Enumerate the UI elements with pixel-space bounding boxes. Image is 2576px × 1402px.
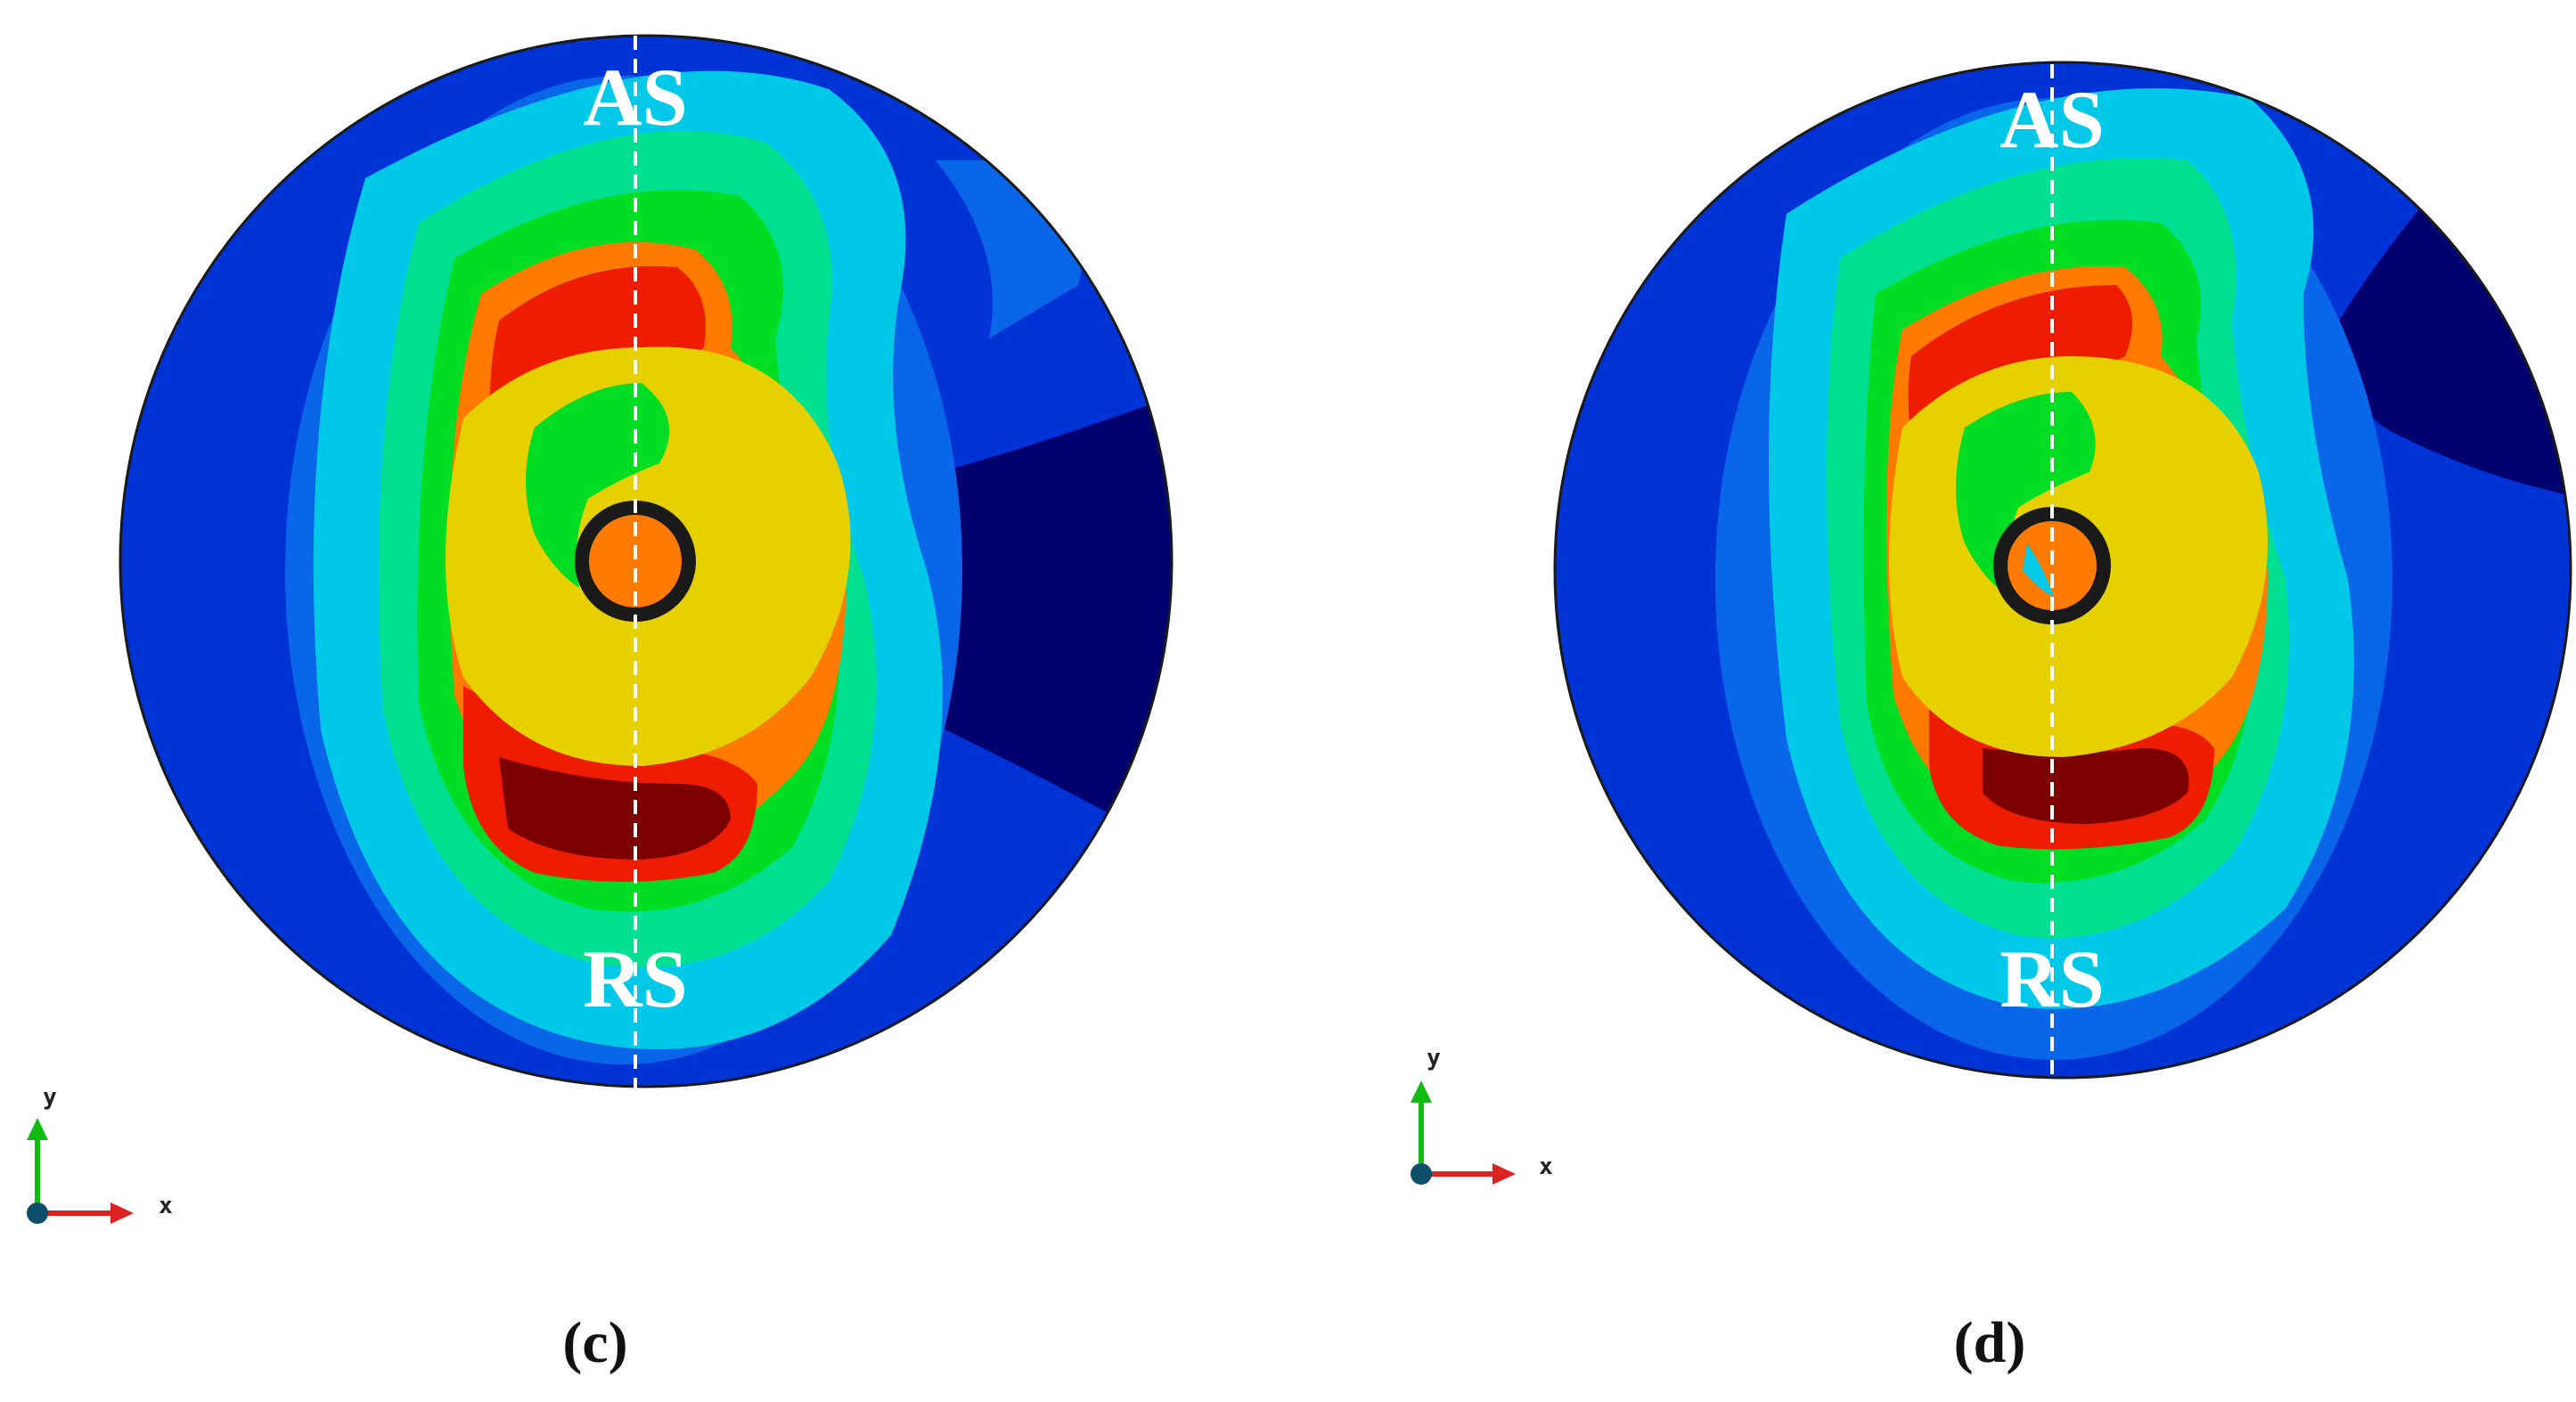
axis-triad: y x [27, 1084, 173, 1224]
top-label-as: AS [583, 52, 688, 143]
contour-region-dark-red [499, 757, 731, 860]
axis-y-label: y [43, 1084, 57, 1111]
contour-plot-c: AS RS y x [27, 34, 1174, 1224]
contour-region-green-inner [1956, 392, 2096, 597]
plate-outline [119, 34, 1174, 1088]
contour-region-dark-navy [888, 392, 1172, 855]
tool-pin-cyan-spot [2023, 543, 2054, 597]
top-label-as: AS [1999, 74, 2105, 165]
bottom-label-rs: RS [583, 933, 688, 1024]
axis-x-label: x [1539, 1153, 1553, 1180]
contour-region-green-inner [526, 383, 670, 588]
tool-pin [589, 515, 682, 607]
contour-plot-d: AS RS y x [1411, 61, 2572, 1185]
contour-region-dark-red [1983, 748, 2189, 824]
axis-y-label: y [1427, 1045, 1441, 1072]
axis-x-label: x [159, 1193, 173, 1219]
tool-pin [2008, 521, 2097, 610]
panel-d: AS RS y x (d) [1288, 0, 2575, 1402]
bottom-label-rs: RS [1999, 933, 2105, 1024]
panel-c: AS RS y x (c) [27, 34, 1174, 1375]
plate-outline [1553, 61, 2572, 1080]
caption-d: (d) [1953, 1310, 2026, 1375]
caption-c: (c) [562, 1310, 628, 1375]
axis-triad: y x [1411, 1045, 1553, 1185]
